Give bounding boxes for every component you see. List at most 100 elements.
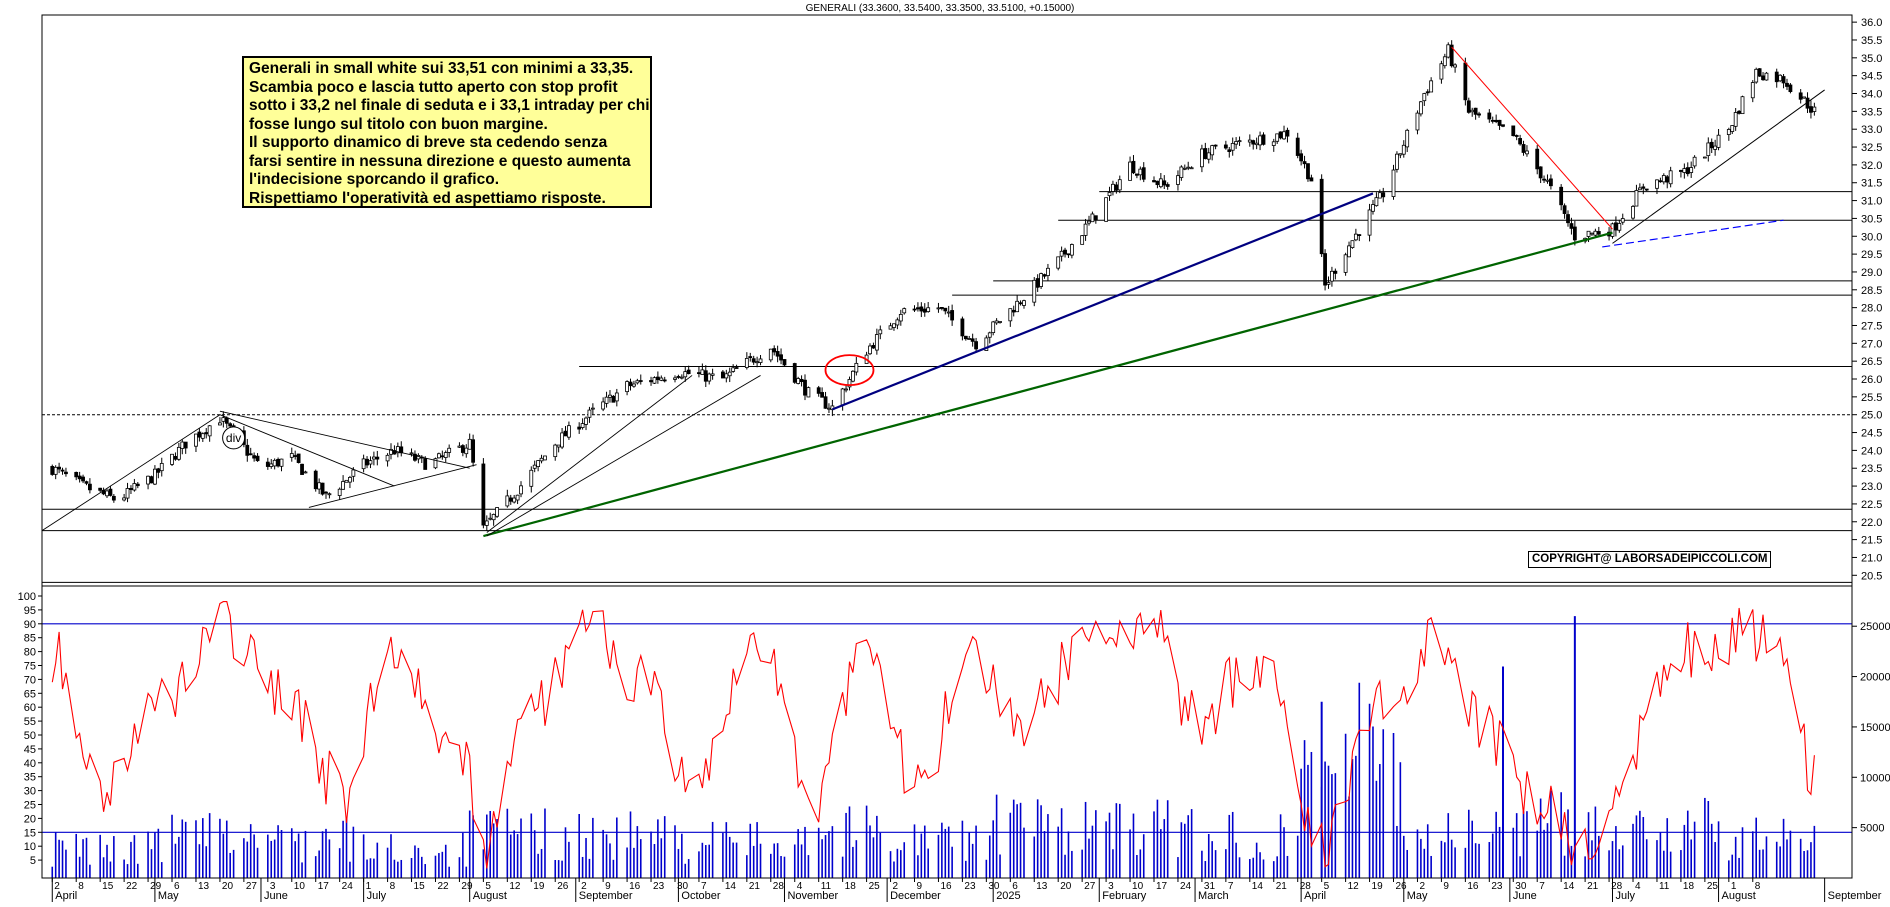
candle-body xyxy=(1802,96,1806,99)
candle-body xyxy=(1610,223,1615,237)
candle-body xyxy=(324,491,328,494)
candle-body xyxy=(608,394,612,398)
note-line: farsi sentire in nessuna direzione e que… xyxy=(249,152,631,170)
y-tick-label: 33.5 xyxy=(1861,106,1882,118)
candle-body xyxy=(998,321,1002,323)
candle-body xyxy=(248,453,253,456)
candle-body xyxy=(447,447,452,453)
day-label: 23 xyxy=(1491,881,1503,892)
osc-tick-label: 80 xyxy=(24,647,36,659)
candle-body xyxy=(460,445,465,453)
candle-body xyxy=(293,455,298,457)
candle-body xyxy=(1343,254,1348,273)
candle-body xyxy=(1473,107,1478,115)
candle-body xyxy=(1234,141,1239,145)
candle-body xyxy=(1138,168,1143,176)
candle-body xyxy=(1210,145,1215,156)
candle-body xyxy=(700,369,705,375)
candle-body xyxy=(1319,178,1324,255)
candle-body xyxy=(1572,226,1577,241)
volume-tick-label: 15000 xyxy=(1860,722,1890,734)
x-axis: April May June July August September October No… xyxy=(51,878,1882,902)
candle-body xyxy=(344,479,349,483)
day-label: 23 xyxy=(653,881,665,892)
candle-body xyxy=(1809,106,1813,113)
candle-body xyxy=(1754,68,1759,83)
helper-line xyxy=(486,375,693,533)
candle-body xyxy=(1593,230,1598,236)
day-label: 13 xyxy=(198,881,210,892)
candle-body xyxy=(1425,91,1430,94)
candle-body xyxy=(1692,156,1697,167)
candle-body xyxy=(1032,279,1037,303)
candle-body xyxy=(170,453,174,465)
candle-body xyxy=(515,494,520,501)
candle-body xyxy=(720,371,725,379)
candle-body xyxy=(1295,137,1300,156)
candle-body xyxy=(1778,74,1783,82)
candle-body xyxy=(772,348,777,353)
day-label: 26 xyxy=(557,881,569,892)
candle-body xyxy=(1535,148,1540,170)
candle-body xyxy=(1764,72,1769,81)
candle-body xyxy=(1569,223,1574,229)
candle-body xyxy=(129,487,133,490)
candle-body xyxy=(320,482,325,495)
candle-body xyxy=(919,306,924,312)
candle-body xyxy=(433,458,438,469)
candle-body xyxy=(159,463,164,472)
day-label: 29 xyxy=(150,881,162,892)
helper-line xyxy=(308,464,477,508)
day-label: 28 xyxy=(1300,881,1312,892)
candle-body xyxy=(874,334,879,351)
candle-body xyxy=(960,318,965,337)
day-label: 28 xyxy=(1611,881,1623,892)
day-label: 12 xyxy=(509,881,521,892)
helper-line xyxy=(1602,219,1784,248)
day-label: 21 xyxy=(1276,881,1288,892)
candle-body xyxy=(775,351,780,357)
candle-body xyxy=(1039,273,1043,287)
day-label: 25 xyxy=(1707,881,1719,892)
candle-body xyxy=(590,407,595,410)
candle-body xyxy=(1347,245,1351,258)
candle-body xyxy=(98,487,103,491)
candle-body xyxy=(567,425,571,438)
month-label: November xyxy=(787,890,838,902)
candle-body xyxy=(1617,223,1622,231)
candle-body xyxy=(385,454,390,462)
candle-body xyxy=(1278,131,1283,139)
helper-line xyxy=(219,410,470,469)
candle-body xyxy=(943,307,948,312)
candle-body xyxy=(1206,152,1211,160)
month-label: August xyxy=(1722,890,1756,902)
candle-body xyxy=(792,363,797,383)
month-label: September xyxy=(579,890,633,902)
y-tick-label: 26.5 xyxy=(1861,356,1882,368)
day-label: 3 xyxy=(1108,881,1114,892)
osc-tick-label: 100 xyxy=(18,591,36,603)
candle-body xyxy=(744,358,749,368)
candle-body xyxy=(1165,184,1170,187)
candle-body xyxy=(1285,129,1290,137)
candle-body xyxy=(560,432,564,448)
candle-body xyxy=(1501,124,1505,127)
candle-body xyxy=(611,395,616,403)
candle-body xyxy=(779,354,783,361)
candle-body xyxy=(1757,68,1762,77)
y-tick-label: 26.0 xyxy=(1861,374,1882,386)
candle-body xyxy=(1439,63,1444,80)
candle-body xyxy=(532,464,537,469)
candle-body xyxy=(1155,180,1160,186)
candle-body xyxy=(1182,167,1187,170)
day-label: 4 xyxy=(797,881,803,892)
candle-body xyxy=(1518,138,1523,145)
candle-body xyxy=(686,369,691,375)
candle-body xyxy=(1429,80,1434,93)
day-label: 16 xyxy=(1467,881,1479,892)
y-tick-label: 22.0 xyxy=(1861,517,1882,529)
day-label: 27 xyxy=(246,881,258,892)
day-label: 30 xyxy=(1515,881,1527,892)
osc-tick-label: 90 xyxy=(24,619,36,631)
candle-body xyxy=(1059,250,1064,257)
